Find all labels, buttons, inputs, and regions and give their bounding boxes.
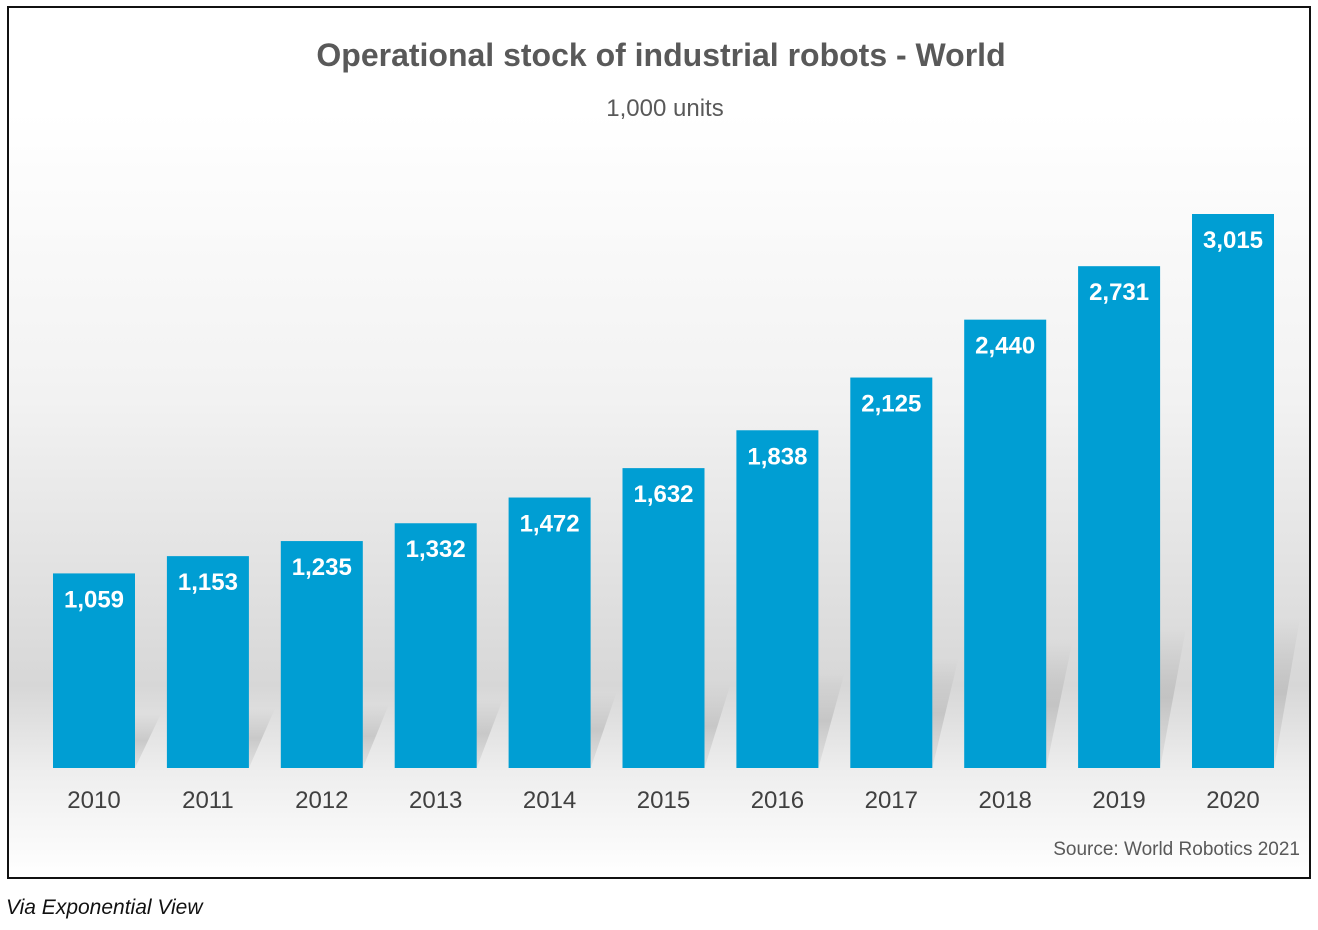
bar-2010 [53,573,135,768]
bar-2020 [1192,214,1274,768]
value-label-2015: 1,632 [633,481,693,508]
value-label-2017: 2,125 [861,391,921,418]
x-tick-2020: 2020 [1206,787,1259,814]
value-label-2011: 1,153 [178,569,238,596]
x-axis-tick-labels: 2010 2011 2012 2013 2014 2015 2016 2017 2018 2019… [67,787,1259,814]
value-label-2016: 1,838 [747,443,807,470]
bar-2017 [850,377,933,768]
value-label-2013: 1,332 [406,536,466,563]
x-tick-2014: 2014 [523,787,576,814]
value-label-2019: 2,731 [1089,279,1149,306]
bar-2015 [622,468,705,768]
x-tick-2017: 2017 [865,787,918,814]
bar-2018 [964,319,1047,768]
value-label-2018: 2,440 [975,333,1035,360]
bar-2014 [508,497,591,768]
x-tick-2011: 2011 [182,787,234,814]
x-tick-2015: 2015 [637,787,690,814]
value-label-2010: 1,059 [64,586,124,613]
x-tick-2019: 2019 [1092,787,1145,814]
x-tick-2012: 2012 [295,787,348,814]
bar-2019 [1078,266,1161,768]
value-labels: 1,059 1,153 1,235 1,332 1,472 1,632 1,838 2,125… [64,227,1263,613]
x-tick-2010: 2010 [67,787,120,814]
chart-subtitle: 1,000 units [606,95,723,122]
bar-2011 [166,556,249,768]
chart-title: Operational stock of industrial robots -… [316,37,1005,73]
x-tick-2016: 2016 [751,787,804,814]
value-label-2012: 1,235 [292,554,352,581]
bar-2016 [736,430,819,768]
x-tick-2018: 2018 [979,787,1032,814]
credit-caption: Via Exponential View [6,896,203,919]
source-note: Source: World Robotics 2021 [1053,839,1300,860]
bar-2012 [280,541,363,768]
bars [53,214,1274,768]
bar-2013 [394,523,477,768]
x-tick-2013: 2013 [409,787,462,814]
value-label-2020: 3,015 [1203,227,1263,254]
value-label-2014: 1,472 [520,511,580,538]
